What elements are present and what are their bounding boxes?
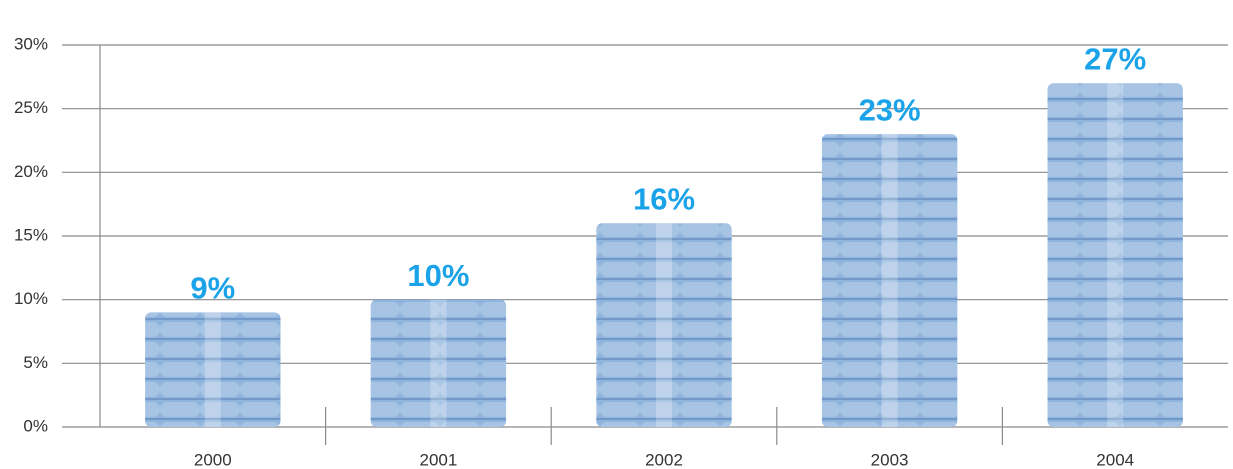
bar-fold [881, 134, 898, 427]
bar-fold [1107, 83, 1124, 427]
bar-fold [430, 299, 447, 427]
value-label: 16% [633, 181, 695, 216]
y-tick-label: 5% [23, 353, 48, 372]
value-label: 23% [859, 92, 921, 127]
value-label: 9% [190, 271, 235, 306]
bar-fold [656, 223, 672, 427]
value-label: 10% [407, 258, 469, 293]
x-tick-label: 2000 [194, 450, 232, 469]
y-tick-label: 25% [14, 98, 48, 117]
y-tick-label: 10% [14, 289, 48, 308]
bar-texture [370, 299, 507, 427]
x-tick-label: 2002 [645, 450, 683, 469]
y-tick-label: 20% [14, 162, 48, 181]
y-tick-label: 30% [14, 34, 48, 53]
x-tick-label: 2003 [871, 450, 909, 469]
x-tick-label: 2001 [419, 450, 457, 469]
bar-texture [1047, 83, 1183, 427]
bar-fold [204, 312, 221, 427]
bar-texture [821, 134, 958, 427]
value-label: 27% [1084, 41, 1146, 76]
y-tick-label: 15% [14, 225, 48, 244]
y-tick-label: 0% [23, 416, 48, 435]
x-tick-label: 2004 [1096, 450, 1134, 469]
bar-texture [596, 223, 732, 427]
bar-texture [145, 312, 281, 427]
